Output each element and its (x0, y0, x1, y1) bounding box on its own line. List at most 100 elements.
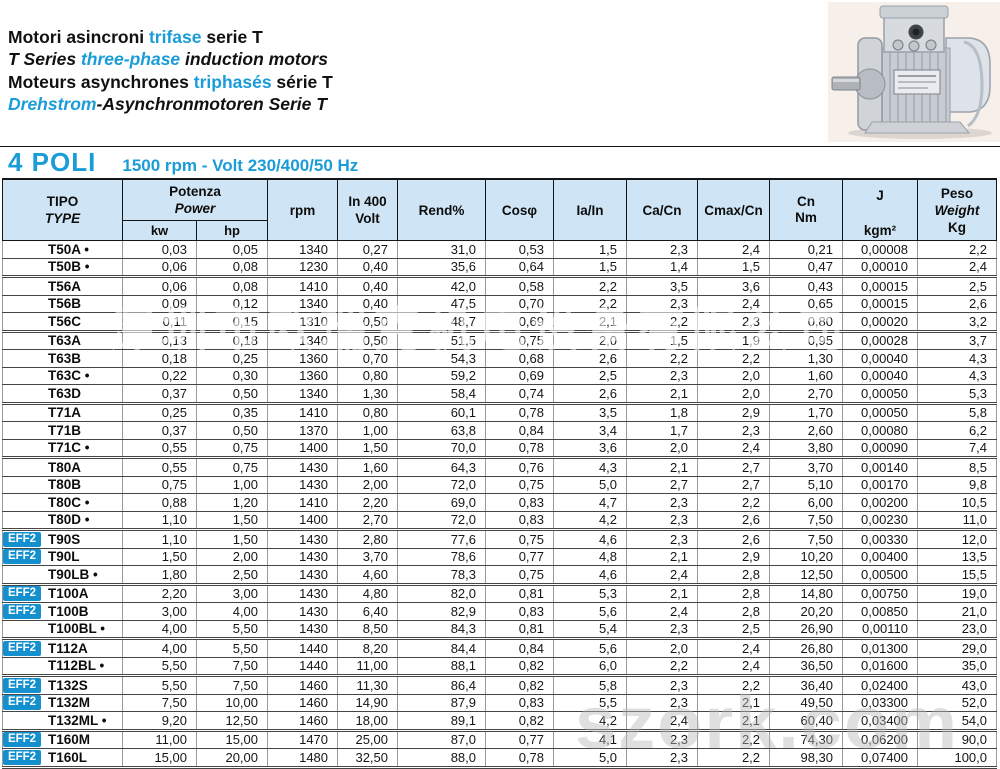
table-row: T71A 0,25 0,35 1410 0,80 60,1 0,78 3,5 1,8 2,9 1,7… (2, 403, 998, 422)
cell-cmax: 2,4 (697, 439, 771, 459)
cell-j: 0,01300 (842, 638, 919, 658)
cell-peso: 35,0 (917, 657, 998, 677)
motor-type-name: T50B • (48, 259, 90, 275)
cell-j: 0,00008 (842, 240, 919, 259)
cell-kw: 15,00 (122, 748, 197, 769)
cell-peso: 15,5 (917, 565, 998, 586)
cell-peso: 8,5 (917, 457, 998, 477)
title-line: Moteurs asynchrones triphasés série T (8, 71, 333, 92)
cell-rpm: 1430 (267, 529, 339, 549)
eff2-badge-placeholder (3, 351, 41, 366)
cell-j: 0,00040 (842, 367, 919, 385)
cell-iain: 4,6 (553, 565, 628, 586)
motor-type-name: T160M (48, 732, 91, 748)
cell-kw: 7,50 (122, 694, 197, 712)
cell-cos: 0,70 (485, 295, 555, 313)
cell-peso: 6,2 (917, 421, 998, 440)
table-row: T63A 0,13 0,18 1340 0,50 51,5 0,75 2,0 1,5 1,9 0,9… (2, 331, 998, 350)
cell-cn: 5,10 (769, 476, 844, 494)
cell-rend: 70,0 (397, 439, 487, 459)
cell-rend: 84,4 (397, 638, 487, 658)
cell-rend: 48,7 (397, 312, 487, 333)
col-header-cos: Cosφ (485, 178, 555, 241)
section-subtitle: 1500 rpm - Volt 230/400/50 Hz (122, 156, 359, 175)
cell-peso: 13,5 (917, 548, 998, 566)
cell-j: 0,06200 (842, 730, 919, 749)
eff2-badge-placeholder (3, 333, 41, 348)
motor-type-name: T100A (48, 586, 89, 602)
cell-hp: 0,18 (195, 331, 269, 350)
cell-rend: 31,0 (397, 240, 487, 259)
table-row: EFF2T180M18,5025,00147036,6089,50,825,22… (2, 767, 998, 769)
cell-cos: 0,81 (485, 620, 555, 640)
cell-kw: 4,00 (122, 638, 197, 658)
cell-in400: 6,40 (337, 602, 399, 621)
cell-peso: 5,8 (917, 403, 998, 422)
cell-iain: 2,1 (553, 312, 628, 333)
cell-iain: 4,8 (553, 548, 628, 566)
cell-in400: 1,30 (337, 384, 399, 405)
cell-rend: 77,6 (397, 529, 487, 549)
cell-rpm: 1360 (267, 367, 339, 385)
cell-rend: 64,3 (397, 457, 487, 477)
eff2-badge-placeholder (3, 440, 41, 455)
motor-type-cell: T63A (2, 331, 123, 350)
table-row: T63D 0,37 0,50 1340 1,30 58,4 0,74 2,6 2,1 2,0 2,7… (2, 384, 998, 405)
table-row: T50B • 0,06 0,08 1230 0,40 35,6 0,64 1,5 1,4 1,5 0… (2, 258, 998, 278)
motor-type-name: T71B (48, 422, 82, 438)
cell-j: 0,00050 (842, 384, 919, 405)
motor-type-cell: T56A (2, 276, 123, 296)
cell-in400: 1,60 (337, 457, 399, 477)
cell-in400: 0,80 (337, 403, 399, 422)
motor-type-cell: T132ML • (2, 711, 123, 732)
cell-iain: 2,6 (553, 349, 628, 368)
cell-iain: 2,2 (553, 295, 628, 313)
cell-cmax: 2,9 (697, 403, 771, 422)
cell-cmax: 2,2 (697, 675, 771, 695)
cell-hp: 25,00 (195, 767, 269, 769)
motor-type-cell: EFF2 T160L (2, 748, 123, 769)
eff2-badge-placeholder (3, 279, 41, 294)
cell-rend: 51,5 (397, 331, 487, 350)
cell-rpm: 1360 (267, 349, 339, 368)
cell-rpm: 1410 (267, 493, 339, 512)
cell-cos: 0,83 (485, 511, 555, 531)
motor-type-cell: EFF2 T100B (2, 602, 123, 621)
table-row: EFF2 T100A 2,20 3,00 1430 4,80 82,0 0,81 5,3 2,1 2… (2, 584, 998, 603)
cell-cn: 36,40 (769, 675, 844, 695)
cell-j: 0,00020 (842, 312, 919, 333)
cell-rpm: 1430 (267, 620, 339, 640)
cell-cacn: 1,7 (626, 421, 699, 440)
table-row: EFF2 T112A 4,00 5,50 1440 8,20 84,4 0,84 5,6 2,0 2… (2, 638, 998, 658)
eff2-badge: EFF2 (3, 640, 41, 656)
section-title: 4 POLI (8, 147, 97, 177)
cell-kw: 0,13 (122, 331, 197, 350)
cell-cmax: 2,7 (697, 476, 771, 494)
col-header-peso: Peso Weight Kg (917, 178, 998, 241)
eff2-badge: EFF2 (3, 677, 41, 693)
cell-cacn: 2,2 (626, 312, 699, 333)
cell-in400: 0,70 (337, 349, 399, 368)
cell-cos: 0,78 (485, 403, 555, 422)
cell-in400: 2,00 (337, 476, 399, 494)
cell-j: 0,00400 (842, 548, 919, 566)
cell-cos: 0,76 (485, 457, 555, 477)
cell-peso: 21,0 (917, 602, 998, 621)
table-row: EFF2 T90S 1,10 1,50 1430 2,80 77,6 0,75 4,6 2,3 2,… (2, 529, 998, 549)
motor-type-cell: T63C • (2, 367, 123, 385)
cell-rpm: 1430 (267, 548, 339, 566)
cell-cacn: 2,1 (626, 457, 699, 477)
cell-rpm: 1340 (267, 240, 339, 259)
cell-cmax: 2,9 (697, 548, 771, 566)
table-row: T132ML • 9,20 12,50 1460 18,00 89,1 0,82 4,2 2,4… (2, 711, 998, 732)
cell-in400: 25,00 (337, 730, 399, 749)
cell-kw: 11,00 (122, 730, 197, 749)
cell-in400: 14,90 (337, 694, 399, 712)
cell-cn: 10,20 (769, 548, 844, 566)
cell-rpm: 1430 (267, 602, 339, 621)
cell-cacn: 2,4 (626, 711, 699, 732)
motor-type-name: T56A (48, 278, 82, 294)
motor-type-name: T160L (48, 749, 88, 765)
cell-rpm: 1340 (267, 384, 339, 405)
cell-kw: 1,10 (122, 529, 197, 549)
